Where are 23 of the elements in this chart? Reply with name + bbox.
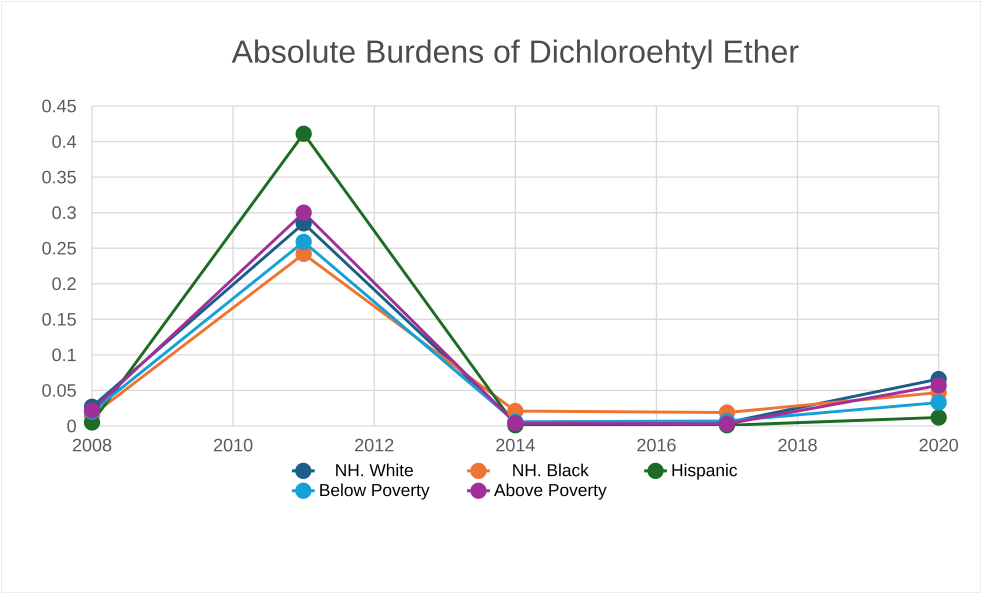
legend-label: NH. Black — [513, 464, 589, 476]
y-tick-label: 0.45 — [42, 100, 76, 112]
y-tick-label: 0.15 — [42, 312, 76, 326]
x-tick-label: 2018 — [778, 438, 817, 452]
y-tick-label: 0.4 — [52, 135, 76, 148]
x-tick-label: 2010 — [214, 438, 252, 452]
y-tick-label: 0.35 — [42, 170, 76, 184]
y-tick-label: 0.2 — [52, 277, 76, 290]
chart-title: Absolute Burdens of Dichloroehtyl Ether — [232, 39, 798, 70]
y-tick-label: 0.25 — [42, 242, 76, 255]
x-tick-label: 2014 — [496, 438, 535, 452]
y-tick-label: 0.05 — [42, 384, 76, 397]
y-tick-label: 0.3 — [52, 206, 76, 220]
y-tick-label: 0 — [67, 420, 76, 432]
legend-label: Below Poverty — [320, 483, 430, 500]
legend-label: Above Poverty — [494, 483, 607, 500]
x-tick-label: 2012 — [355, 438, 394, 452]
x-tick-label: 2016 — [637, 438, 676, 452]
legend-label: Hispanic — [672, 464, 738, 480]
legend-label: NH. White — [336, 464, 413, 476]
y-tick-label: 0.1 — [52, 348, 76, 362]
x-tick-label: 2008 — [72, 438, 112, 452]
x-tick-label: 2020 — [920, 438, 958, 452]
